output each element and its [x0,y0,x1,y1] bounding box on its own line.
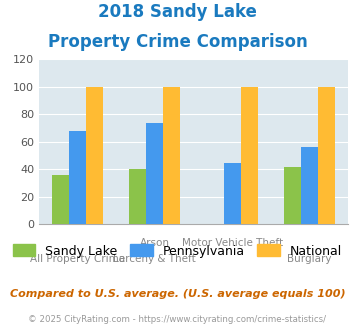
Bar [318,87,335,224]
Bar [86,87,103,224]
Text: Arson: Arson [140,238,170,248]
Text: Compared to U.S. average. (U.S. average equals 100): Compared to U.S. average. (U.S. average … [10,289,345,299]
Bar [52,175,69,224]
Bar [69,131,86,224]
Text: Burglary: Burglary [287,254,332,264]
Text: All Property Crime: All Property Crime [30,254,125,264]
Bar [129,169,146,224]
Text: Larceny & Theft: Larceny & Theft [114,254,196,264]
Bar [284,167,301,224]
Legend: Sandy Lake, Pennsylvania, National: Sandy Lake, Pennsylvania, National [8,240,347,263]
Bar [224,162,241,224]
Bar [146,123,163,224]
Text: Motor Vehicle Theft: Motor Vehicle Theft [181,238,283,248]
Text: Property Crime Comparison: Property Crime Comparison [48,33,307,51]
Bar [241,87,258,224]
Bar [301,148,318,224]
Bar [163,87,180,224]
Text: © 2025 CityRating.com - https://www.cityrating.com/crime-statistics/: © 2025 CityRating.com - https://www.city… [28,315,327,324]
Text: 2018 Sandy Lake: 2018 Sandy Lake [98,3,257,21]
